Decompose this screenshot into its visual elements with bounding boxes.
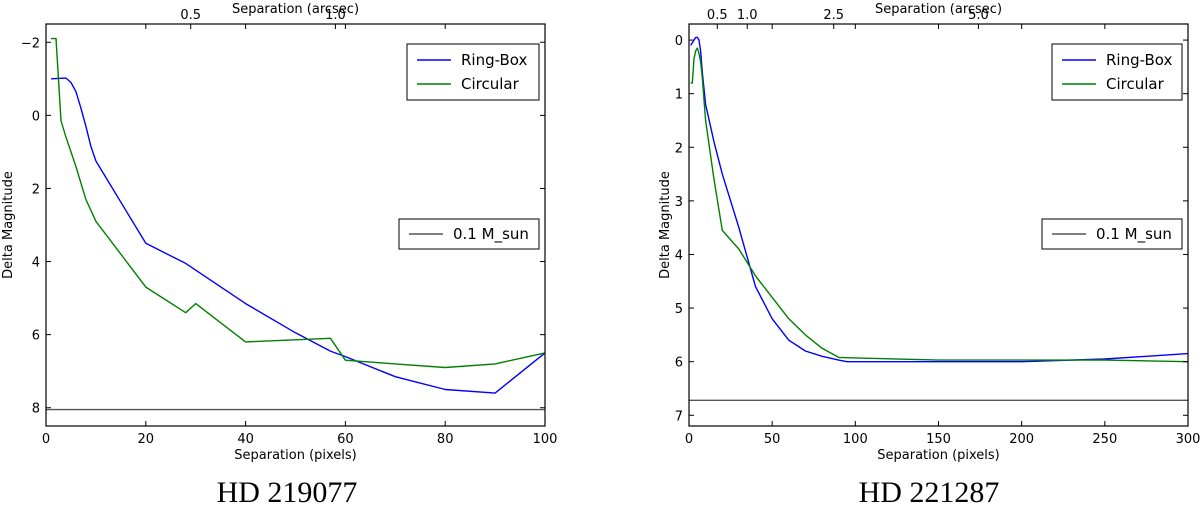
x-tick-label: 80 bbox=[437, 432, 454, 447]
x-tick-label: 0 bbox=[685, 432, 693, 447]
x-tick-label: 20 bbox=[138, 432, 155, 447]
series-line-ring-box bbox=[690, 36, 1189, 363]
x-axis-title: Separation (pixels) bbox=[234, 448, 357, 463]
legend-label: Ring-Box bbox=[461, 51, 528, 69]
series-line-circular bbox=[690, 47, 1189, 363]
x-tick-label: 40 bbox=[237, 432, 254, 447]
x-tick-label: 50 bbox=[764, 432, 781, 447]
x-tick-label: 60 bbox=[337, 432, 354, 447]
y-tick-label: −2 bbox=[21, 36, 40, 51]
legend-label: Circular bbox=[461, 75, 520, 93]
top-x-tick-label: 5.0 bbox=[968, 8, 989, 23]
chart-hd-221287: 0 50 100 150 200 250 300 0.5 1.0 2.5 5.0 0 1 2 3 4 5 6 7 Se… bbox=[658, 2, 1200, 509]
chart-caption: HD 219077 bbox=[217, 476, 358, 509]
y-tick-label: 0 bbox=[32, 109, 40, 124]
legend-label-limit: 0.1 M_sun bbox=[1096, 225, 1172, 244]
y-tick-label: 7 bbox=[675, 409, 683, 424]
top-x-axis-title: Separation (arcsec) bbox=[875, 2, 1002, 17]
y-tick-label: 4 bbox=[32, 256, 40, 271]
y-tick-label: 2 bbox=[675, 141, 683, 156]
top-x-tick-label: 0.5 bbox=[180, 8, 201, 23]
y-axis-title: Delta Magnitude bbox=[1, 171, 16, 279]
y-tick-label: 3 bbox=[675, 195, 683, 210]
y-tick-label: 6 bbox=[32, 329, 40, 344]
legend-box bbox=[1051, 43, 1183, 101]
chart-hd-219077: 0 20 40 60 80 100 0.5 1.0 −2 0 2 4 6 8 Separation (pix… bbox=[1, 2, 557, 509]
chart-caption: HD 221287 bbox=[859, 476, 1000, 509]
series-line-circular bbox=[51, 37, 546, 369]
x-tick-label: 150 bbox=[926, 432, 951, 447]
x-tick-label: 250 bbox=[1092, 432, 1117, 447]
x-tick-label: 300 bbox=[1176, 432, 1200, 447]
y-tick-label: 4 bbox=[675, 248, 683, 263]
x-tick-label: 100 bbox=[843, 432, 868, 447]
y-tick-label: 1 bbox=[675, 88, 683, 103]
y-axis-title: Delta Magnitude bbox=[658, 171, 673, 279]
top-x-tick-label: 2.5 bbox=[823, 8, 844, 23]
y-tick-label: 6 bbox=[675, 356, 683, 371]
y-tick-label: 8 bbox=[32, 402, 40, 417]
top-x-tick-label: 1.0 bbox=[737, 8, 758, 23]
y-tick-label: 5 bbox=[675, 302, 683, 317]
y-tick-label: 2 bbox=[32, 182, 40, 197]
top-x-axis-title: Separation (arcsec) bbox=[232, 2, 359, 17]
legend-label: Ring-Box bbox=[1106, 51, 1173, 69]
top-x-tick-label: 0.5 bbox=[707, 8, 728, 23]
legend-label-limit: 0.1 M_sun bbox=[453, 225, 529, 244]
x-axis-title: Separation (pixels) bbox=[877, 448, 1000, 463]
x-tick-label: 0 bbox=[42, 432, 50, 447]
series-line-ring-box bbox=[50, 77, 546, 394]
top-x-tick-label: 1.0 bbox=[325, 8, 346, 23]
y-tick-label: 0 bbox=[675, 34, 683, 49]
x-tick-label: 100 bbox=[533, 432, 558, 447]
legend-label: Circular bbox=[1106, 75, 1165, 93]
plot-frame bbox=[45, 23, 546, 427]
x-tick-label: 200 bbox=[1009, 432, 1034, 447]
legend-box bbox=[406, 43, 540, 101]
